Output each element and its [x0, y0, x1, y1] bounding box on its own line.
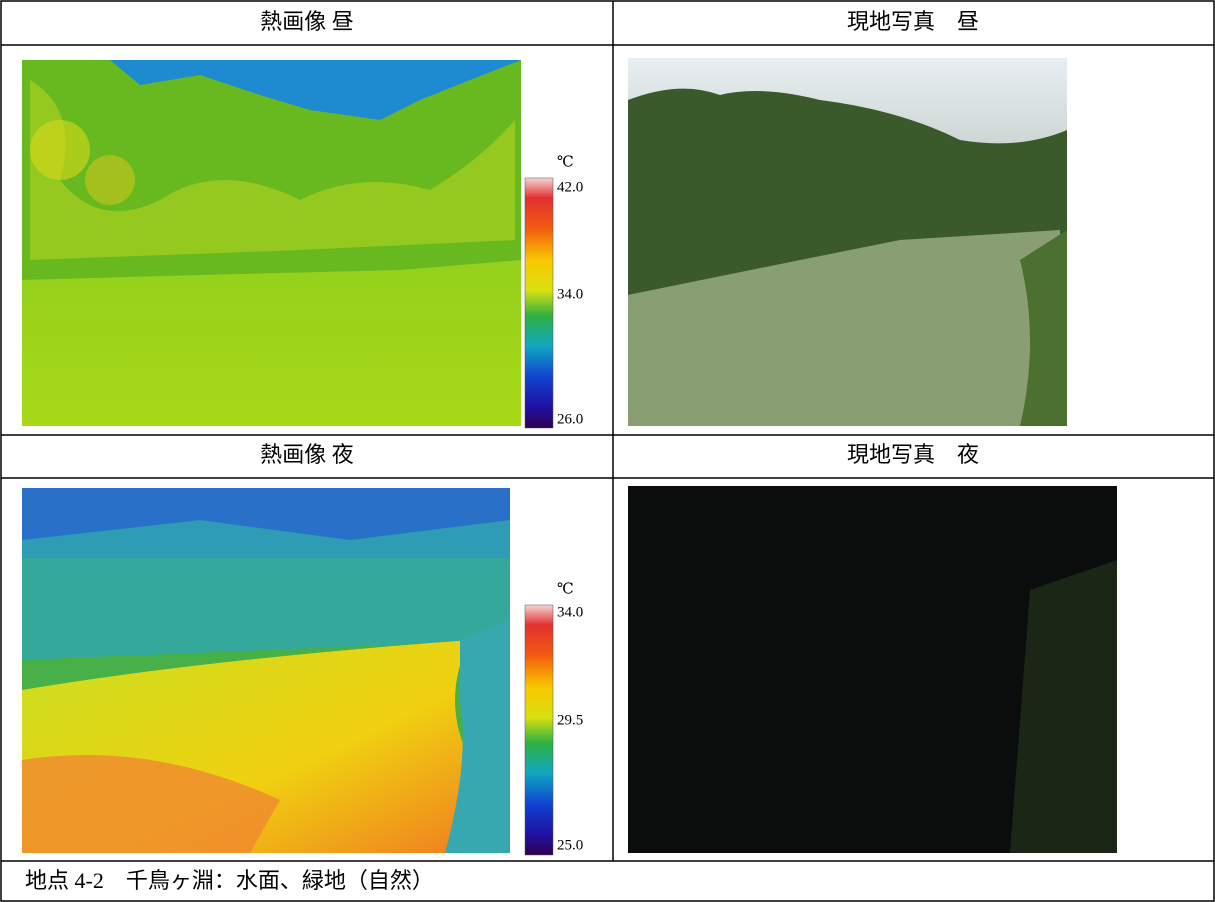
scale-mid: 34.0	[557, 286, 583, 302]
photo-day	[628, 58, 1067, 426]
cell-title: 熱画像 昼	[260, 9, 354, 34]
scale-min: 25.0	[557, 837, 583, 853]
scale-unit: ℃	[557, 581, 574, 597]
scale-max: 42.0	[557, 179, 583, 195]
color-scale	[524, 604, 554, 856]
thermal-image-night	[22, 488, 510, 853]
caption: 地点 4-2 千鳥ヶ淵：水面、緑地（自然）	[25, 868, 434, 893]
cell-title: 熱画像 夜	[260, 442, 354, 467]
thermal-image-day	[22, 60, 521, 426]
scale-mid: 29.5	[557, 712, 583, 728]
scale-unit: ℃	[557, 154, 574, 170]
cell-title: 現地写真 夜	[847, 442, 979, 467]
scale-max: 34.0	[557, 604, 583, 620]
cell-title: 現地写真 昼	[847, 9, 979, 34]
photo-night	[628, 486, 1117, 853]
color-scale	[524, 177, 554, 429]
scale-min: 26.0	[557, 411, 583, 427]
